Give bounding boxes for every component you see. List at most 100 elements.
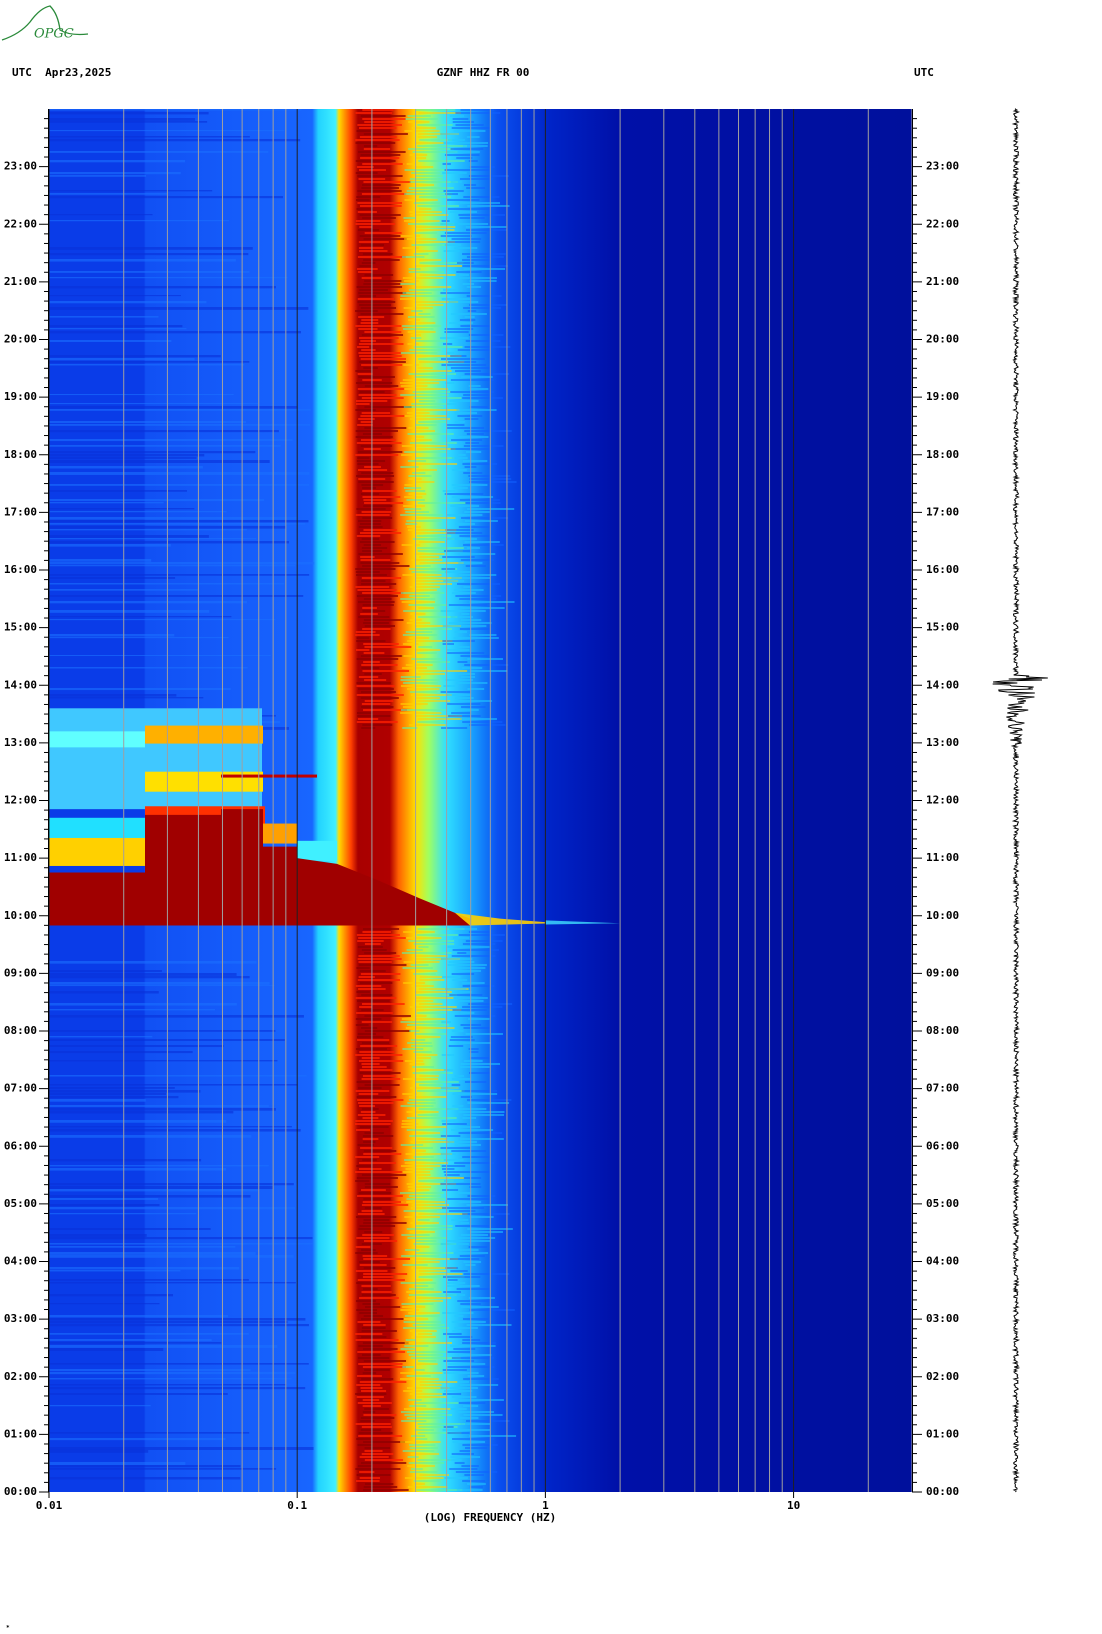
texture-streak bbox=[413, 265, 463, 267]
texture-streak bbox=[49, 694, 177, 697]
texture-streak bbox=[364, 1447, 391, 1449]
texture-streak bbox=[403, 682, 439, 684]
texture-streak bbox=[49, 301, 207, 304]
texture-streak bbox=[465, 1033, 503, 1035]
texture-streak bbox=[446, 1108, 487, 1110]
texture-streak bbox=[358, 1228, 372, 1230]
texture-streak bbox=[355, 1246, 371, 1248]
texture-streak bbox=[459, 499, 500, 501]
texture-streak bbox=[410, 613, 426, 615]
texture-streak bbox=[356, 1480, 380, 1482]
texture-streak bbox=[444, 1174, 460, 1176]
texture-streak bbox=[469, 1072, 493, 1074]
texture-streak bbox=[417, 1138, 447, 1140]
texture-streak bbox=[405, 1027, 455, 1029]
texture-streak bbox=[360, 559, 391, 561]
texture-streak bbox=[409, 568, 457, 570]
y-tick-label: 01:00 bbox=[4, 1427, 37, 1440]
texture-streak bbox=[355, 1300, 376, 1302]
texture-streak bbox=[418, 1426, 458, 1428]
x-tick-label: 1 bbox=[542, 1499, 549, 1512]
texture-streak bbox=[358, 481, 394, 483]
texture-streak bbox=[440, 337, 469, 339]
texture-streak bbox=[409, 724, 446, 726]
texture-streak bbox=[464, 1474, 484, 1476]
texture-streak bbox=[358, 247, 384, 249]
texture-streak bbox=[408, 319, 420, 321]
texture-streak bbox=[455, 370, 481, 372]
texture-streak bbox=[463, 1378, 499, 1380]
texture-streak bbox=[416, 370, 452, 372]
texture-streak bbox=[358, 1192, 392, 1194]
texture-streak bbox=[400, 1282, 437, 1284]
texture-streak bbox=[361, 994, 393, 996]
texture-streak bbox=[49, 451, 256, 454]
texture-streak bbox=[49, 109, 302, 111]
texture-streak bbox=[409, 418, 451, 420]
texture-streak bbox=[411, 1267, 457, 1269]
texture-streak bbox=[359, 1297, 399, 1299]
texture-streak bbox=[359, 1471, 375, 1473]
texture-streak bbox=[447, 1459, 462, 1461]
texture-streak bbox=[403, 406, 444, 408]
texture-streak bbox=[49, 466, 203, 469]
texture-streak bbox=[466, 136, 480, 138]
texture-streak bbox=[419, 139, 452, 141]
texture-streak bbox=[409, 1444, 436, 1446]
texture-streak bbox=[359, 1126, 389, 1128]
texture-streak bbox=[363, 1315, 384, 1317]
texture-streak bbox=[442, 556, 475, 558]
texture-streak bbox=[357, 688, 394, 690]
texture-streak bbox=[406, 1417, 444, 1419]
texture-streak bbox=[362, 1138, 379, 1140]
texture-streak bbox=[408, 1294, 457, 1296]
y-tick-label-right: 17:00 bbox=[926, 505, 959, 518]
y-tick-label-right: 22:00 bbox=[926, 217, 959, 230]
texture-streak bbox=[363, 652, 385, 654]
texture-streak bbox=[360, 556, 375, 558]
texture-streak bbox=[357, 211, 377, 213]
texture-streak bbox=[451, 1129, 494, 1131]
texture-streak bbox=[418, 670, 468, 672]
texture-streak bbox=[49, 1213, 197, 1215]
texture-streak bbox=[464, 373, 510, 375]
texture-streak bbox=[49, 574, 310, 576]
texture-streak bbox=[405, 1339, 417, 1341]
texture-streak bbox=[361, 1378, 394, 1380]
texture-streak bbox=[406, 520, 442, 522]
texture-streak bbox=[447, 139, 465, 141]
texture-streak bbox=[460, 607, 505, 609]
texture-streak bbox=[361, 1249, 376, 1251]
texture-streak bbox=[418, 988, 469, 990]
texture-streak bbox=[358, 316, 385, 318]
texture-streak bbox=[459, 1384, 499, 1386]
texture-streak bbox=[355, 634, 380, 636]
texture-streak bbox=[414, 1285, 429, 1287]
texture-streak bbox=[416, 1012, 447, 1014]
texture-streak bbox=[459, 202, 500, 204]
texture-streak bbox=[357, 1033, 376, 1035]
texture-streak bbox=[407, 1024, 449, 1026]
texture-streak bbox=[362, 253, 393, 255]
texture-streak bbox=[460, 655, 489, 657]
texture-streak bbox=[361, 706, 394, 708]
texture-streak bbox=[450, 1456, 481, 1458]
texture-streak bbox=[468, 1018, 490, 1020]
texture-streak bbox=[461, 1090, 498, 1092]
texture-streak bbox=[362, 1075, 396, 1077]
texture-streak bbox=[355, 1024, 369, 1026]
texture-streak bbox=[49, 484, 310, 486]
texture-streak bbox=[417, 448, 456, 450]
texture-streak bbox=[462, 1156, 492, 1158]
texture-streak bbox=[49, 1204, 160, 1207]
texture-streak bbox=[408, 373, 456, 375]
texture-streak bbox=[410, 1039, 426, 1041]
texture-streak bbox=[461, 1465, 479, 1467]
texture-streak bbox=[49, 1369, 251, 1372]
texture-streak bbox=[454, 1144, 481, 1146]
texture-streak bbox=[413, 1051, 432, 1053]
y-tick-label-right: 00:00 bbox=[926, 1485, 959, 1498]
texture-streak bbox=[453, 487, 468, 489]
texture-streak bbox=[49, 667, 248, 669]
texture-streak bbox=[409, 1393, 443, 1395]
